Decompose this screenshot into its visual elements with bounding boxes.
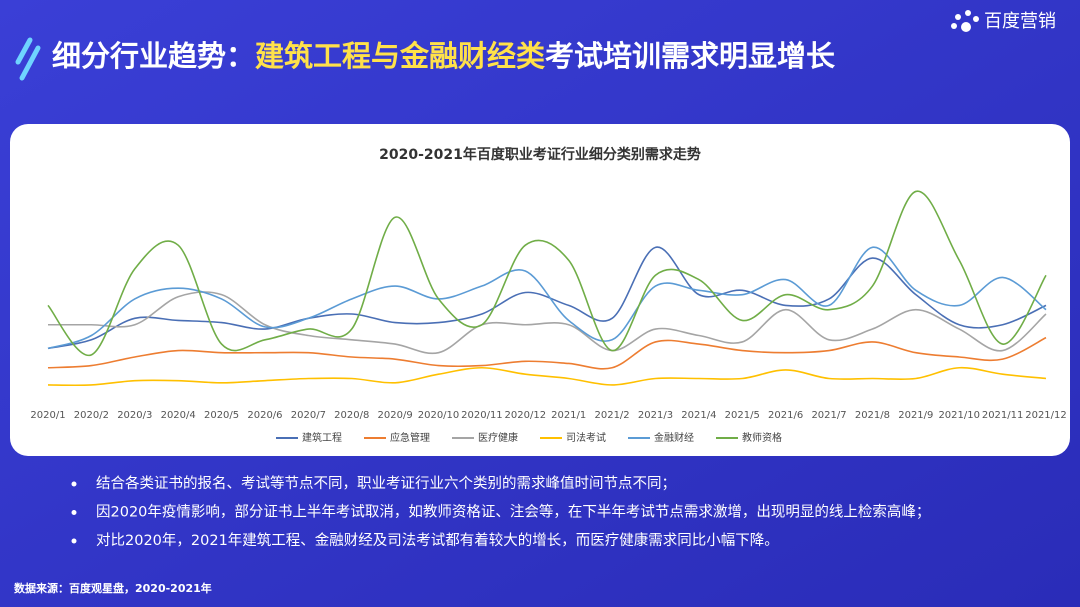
x-tick-label: 2020/3	[117, 410, 152, 421]
bullet-dot	[71, 510, 77, 515]
series-line	[47, 190, 1047, 356]
legend-label: 建筑工程	[302, 431, 342, 444]
x-tick-label: 2020/2	[74, 410, 109, 421]
x-tick-label: 2021/6	[768, 410, 803, 421]
x-tick-label: 2020/12	[505, 410, 547, 421]
bullet-dot	[71, 538, 77, 544]
title-icon	[15, 37, 41, 81]
x-tick-label: 2020/4	[161, 410, 196, 421]
x-tick-label: 2021/5	[725, 410, 760, 421]
bullet-text: 因2020年疫情影响，部分证书上半年考试取消，如教师资格证、注会等，在下半年考试…	[96, 503, 930, 521]
series-line	[48, 291, 1047, 355]
x-tick-label: 2021/4	[681, 410, 716, 421]
plot: 2020/1 2020/2 2020/3 2020/4 2020/5 2020/6 2020…	[30, 190, 1067, 444]
x-tick-label: 2021/9	[898, 410, 933, 421]
x-tick-label: 2021/2	[594, 410, 629, 421]
title-segment: 细分行业趋势：	[52, 39, 255, 73]
x-tick-label: 2020/5	[204, 410, 239, 421]
x-tick-label: 2020/11	[461, 410, 503, 421]
legend-label: 应急管理	[390, 431, 430, 444]
x-tick-label: 2021/3	[638, 410, 673, 421]
series-line	[47, 366, 1047, 387]
legend-label: 教师资格	[742, 431, 782, 444]
x-tick-label: 2020/10	[418, 410, 460, 421]
x-tick-label: 2020/6	[247, 410, 282, 421]
bullet-text: 结合各类证书的报名、考试等节点不同，职业考证行业六个类别的需求峰值时间节点不同；	[96, 474, 676, 492]
x-tick-label: 2020/9	[378, 410, 413, 421]
x-tick-label: 2020/1	[30, 410, 65, 421]
chart-title: 2020-2021年百度职业考证行业细分类别需求走势	[379, 146, 701, 163]
x-tick-label: 2021/7	[811, 410, 846, 421]
title-segment: 建筑工程与金融财经类	[255, 39, 545, 73]
legend-label: 司法考试	[566, 431, 606, 444]
bullet-text: 对比2020年，2021年建筑工程、金融财经及司法考试都有着较大的增长，而医疗健…	[96, 531, 779, 549]
logo: 百度营销	[984, 11, 1056, 32]
series-line	[47, 246, 1047, 350]
logo-icon	[951, 10, 979, 32]
x-tick-label: 2020/7	[291, 410, 326, 421]
x-tick-label: 2021/10	[938, 410, 980, 421]
x-tick-label: 2020/8	[334, 410, 369, 421]
bullets: 结合各类证书的报名、考试等节点不同，职业考证行业六个类别的需求峰值时间节点不同；…	[71, 474, 930, 549]
source: 数据来源：百度观星盘，2020-2021年	[14, 581, 212, 595]
x-tick-label: 2021/12	[1025, 410, 1067, 421]
x-tick-label: 2021/8	[855, 410, 890, 421]
title-segment: 考试培训需求明显增长	[545, 39, 836, 73]
legend-label: 医疗健康	[478, 431, 518, 444]
legend-label: 金融财经	[654, 431, 694, 444]
slide-title: 细分行业趋势：建筑工程与金融财经类考试培训需求明显增长	[52, 39, 836, 73]
series-line	[47, 336, 1047, 370]
x-tick-label: 2021/1	[551, 410, 586, 421]
bullet-dot	[71, 481, 77, 487]
x-tick-label: 2021/11	[982, 410, 1024, 421]
series-line	[47, 246, 1047, 350]
